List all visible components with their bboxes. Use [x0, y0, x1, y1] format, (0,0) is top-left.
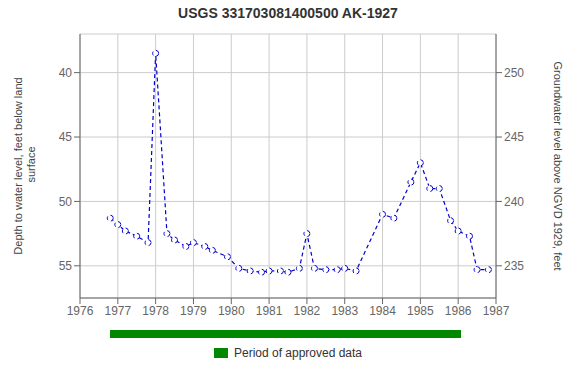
- svg-text:1978: 1978: [142, 304, 169, 318]
- svg-text:240: 240: [504, 195, 524, 209]
- svg-text:1983: 1983: [331, 304, 358, 318]
- svg-text:Depth to water level, feet bel: Depth to water level, feet below land su…: [12, 77, 37, 254]
- svg-text:235: 235: [504, 259, 524, 273]
- html-text:Period of approved data: Period of approved data: [234, 346, 362, 360]
- svg-text:Groundwater level above NGVD 1: Groundwater level above NGVD 1929, feet: [552, 61, 564, 270]
- svg-text:50: 50: [59, 195, 73, 209]
- svg-text:250: 250: [504, 66, 524, 80]
- svg-text:1979: 1979: [180, 304, 207, 318]
- html-text:USGS 331703081400500 AK-1927: USGS 331703081400500 AK-1927: [178, 5, 398, 21]
- svg-text:1985: 1985: [407, 304, 434, 318]
- svg-text:1980: 1980: [218, 304, 245, 318]
- svg-text:1977: 1977: [104, 304, 131, 318]
- svg-text:45: 45: [59, 130, 73, 144]
- svg-text:1981: 1981: [256, 304, 283, 318]
- svg-text:55: 55: [59, 259, 73, 273]
- svg-text:1976: 1976: [67, 304, 94, 318]
- svg-text:245: 245: [504, 130, 524, 144]
- svg-text:1986: 1986: [445, 304, 472, 318]
- svg-text:40: 40: [59, 66, 73, 80]
- svg-text:1987: 1987: [483, 304, 510, 318]
- svg-text:1984: 1984: [369, 304, 396, 318]
- svg-text:1982: 1982: [294, 304, 321, 318]
